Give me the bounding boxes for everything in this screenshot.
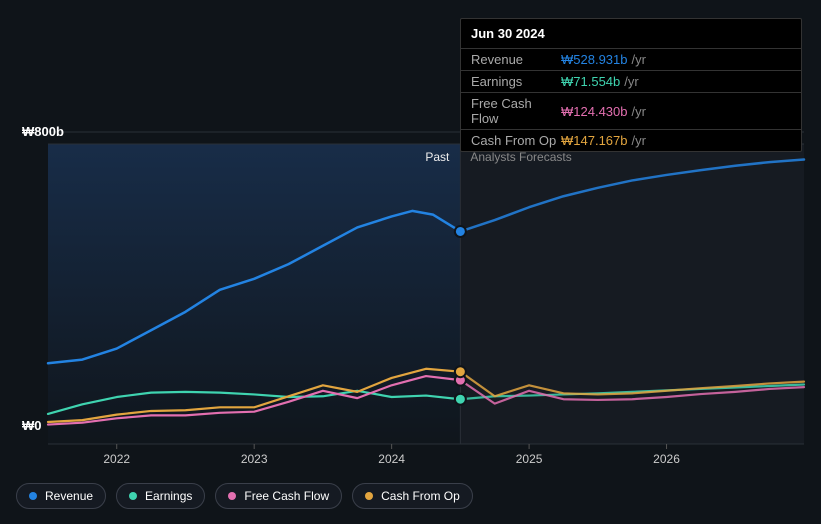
- x-axis-label: 2025: [516, 452, 543, 466]
- zone-label-past: Past: [425, 150, 449, 164]
- tooltip-row-value: ₩147.167b: [561, 133, 628, 148]
- tooltip-row: Free Cash Flow₩124.430b/yr: [461, 93, 801, 130]
- legend-item-label: Revenue: [45, 489, 93, 503]
- tooltip-row-unit: /yr: [632, 104, 646, 119]
- legend-dot-icon: [129, 492, 137, 500]
- y-axis-label: ₩0: [22, 418, 42, 433]
- tooltip-row-label: Earnings: [471, 74, 561, 89]
- tooltip-row: Cash From Op₩147.167b/yr: [461, 130, 801, 151]
- legend-item-label: Cash From Op: [381, 489, 460, 503]
- x-axis-label: 2022: [103, 452, 130, 466]
- financial-chart: Jun 30 2024 Revenue₩528.931b/yrEarnings₩…: [0, 0, 821, 524]
- tooltip-row-value: ₩124.430b: [561, 104, 628, 119]
- legend-item-label: Free Cash Flow: [244, 489, 329, 503]
- zone-label-forecast: Analysts Forecasts: [470, 150, 571, 164]
- x-axis-label: 2026: [653, 452, 680, 466]
- tooltip-row-unit: /yr: [624, 74, 638, 89]
- tooltip-date: Jun 30 2024: [461, 19, 801, 49]
- tooltip-row-value: ₩528.931b: [561, 52, 628, 67]
- legend-item-label: Earnings: [145, 489, 192, 503]
- tooltip-row-unit: /yr: [632, 133, 646, 148]
- tooltip-row-label: Revenue: [471, 52, 561, 67]
- legend-item-revenue[interactable]: Revenue: [16, 483, 106, 509]
- tooltip-row-label: Cash From Op: [471, 133, 561, 148]
- legend-item-fcf[interactable]: Free Cash Flow: [215, 483, 342, 509]
- legend-item-cfo[interactable]: Cash From Op: [352, 483, 473, 509]
- chart-legend: Revenue Earnings Free Cash Flow Cash From O…: [16, 483, 473, 509]
- tooltip-row-value: ₩71.554b: [561, 74, 620, 89]
- legend-item-earnings[interactable]: Earnings: [116, 483, 205, 509]
- tooltip-row-unit: /yr: [632, 52, 646, 67]
- x-axis-label: 2023: [241, 452, 268, 466]
- chart-tooltip: Jun 30 2024 Revenue₩528.931b/yrEarnings₩…: [460, 18, 802, 152]
- tooltip-row: Earnings₩71.554b/yr: [461, 71, 801, 93]
- x-axis-label: 2024: [378, 452, 405, 466]
- tooltip-row-label: Free Cash Flow: [471, 96, 561, 126]
- legend-dot-icon: [29, 492, 37, 500]
- tooltip-row: Revenue₩528.931b/yr: [461, 49, 801, 71]
- y-axis-label: ₩800b: [22, 124, 64, 139]
- legend-dot-icon: [365, 492, 373, 500]
- legend-dot-icon: [228, 492, 236, 500]
